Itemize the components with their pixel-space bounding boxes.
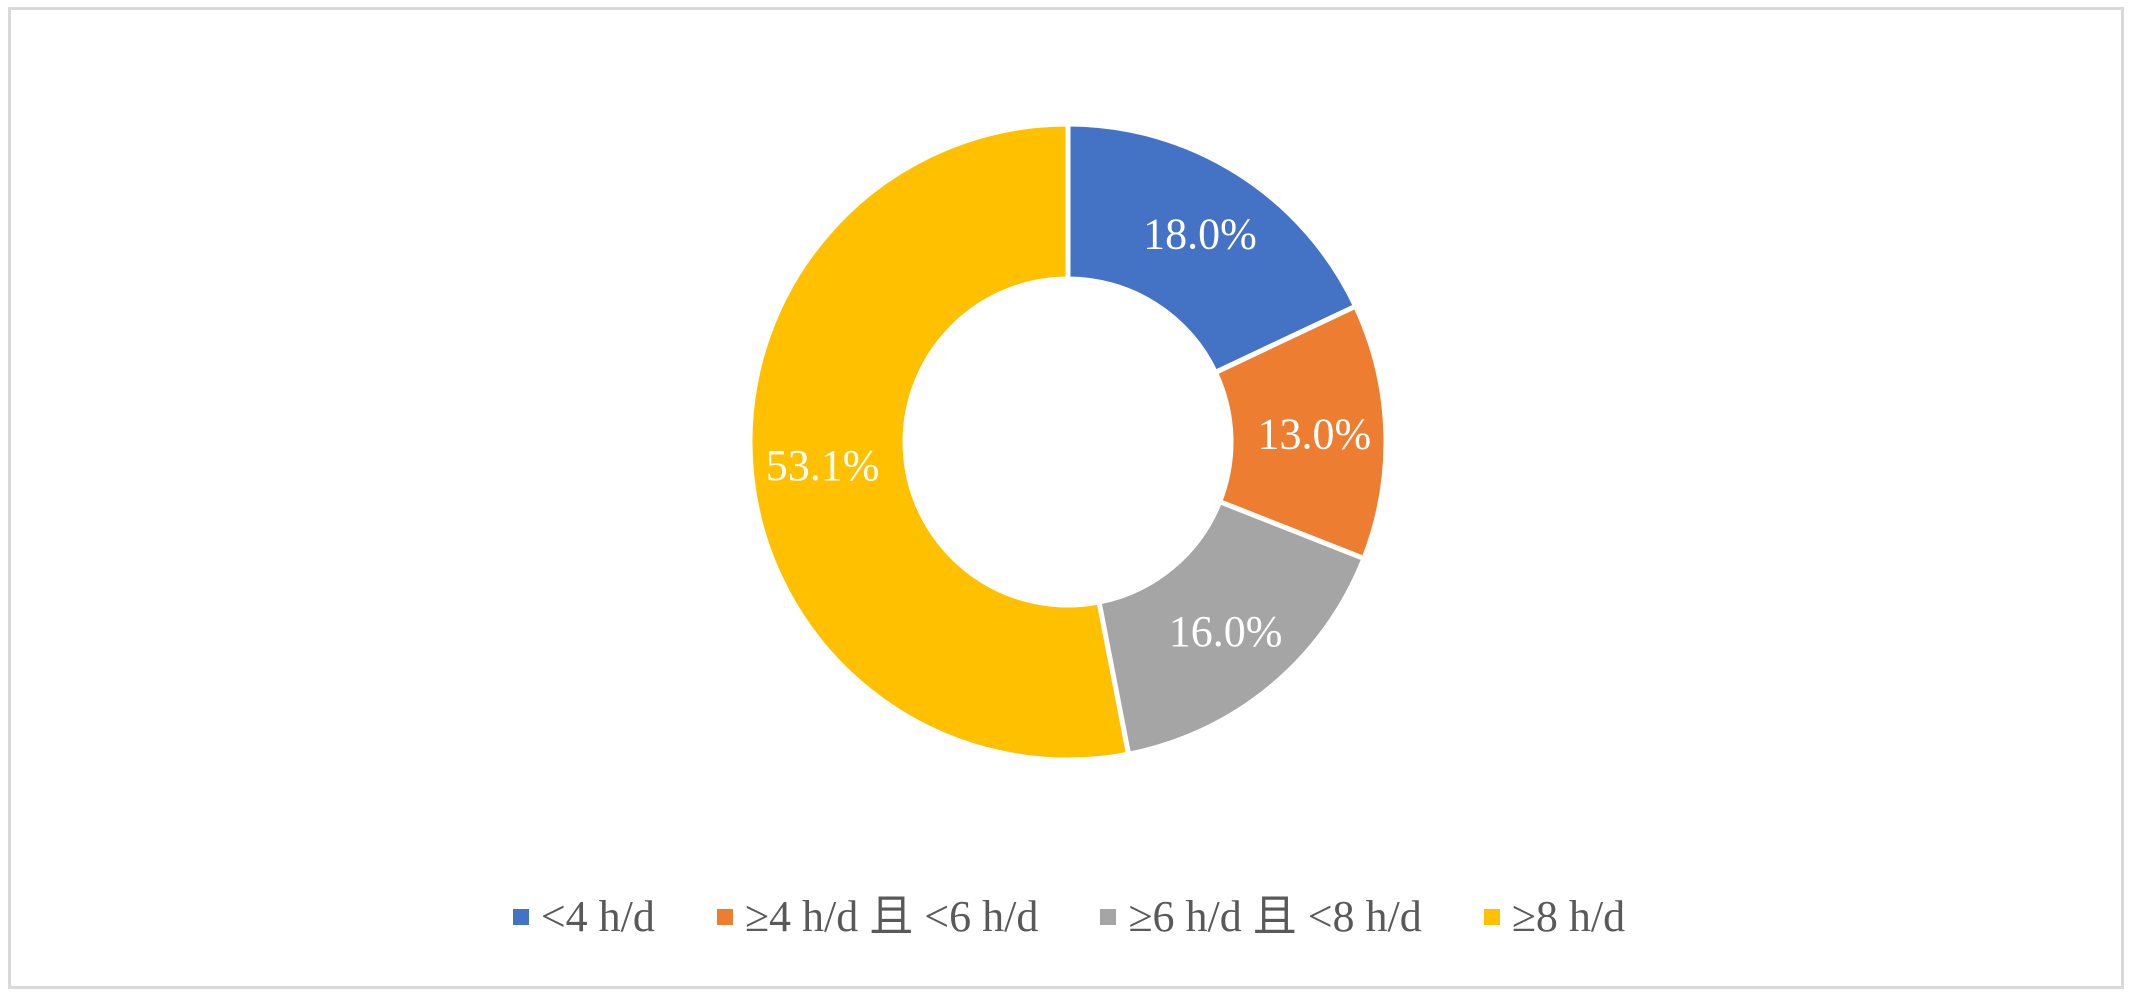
legend-item: ≥8 h/d xyxy=(1483,892,1626,941)
legend-label: ≥6 h/d 且 <8 h/d xyxy=(1128,892,1422,941)
legend-label: ≥8 h/d xyxy=(1511,892,1626,941)
legend-item: <4 h/d xyxy=(512,892,655,941)
legend-item: ≥6 h/d 且 <8 h/d xyxy=(1100,892,1422,941)
legend-swatch xyxy=(1100,909,1117,925)
legend-label: <4 h/d xyxy=(540,892,655,941)
legend-swatch xyxy=(512,909,529,925)
legend-swatch xyxy=(1483,909,1500,925)
slice-data-label: 18.0% xyxy=(1143,209,1257,258)
slice-data-label: 13.0% xyxy=(1258,409,1372,458)
donut-slice xyxy=(1065,121,1359,376)
donut-chart: 18.0% 13.0% 16.0% 53.1% xyxy=(747,121,1389,763)
slice-data-label: 16.0% xyxy=(1169,607,1283,656)
donut-slice xyxy=(1096,498,1368,758)
chart-legend: <4 h/d ≥4 h/d 且 <6 h/d ≥6 h/d 且 <8 h/d ≥8 h… xyxy=(11,895,2127,939)
legend-swatch xyxy=(716,909,733,925)
donut-slice xyxy=(747,121,1132,763)
slice-data-label: 53.1% xyxy=(766,441,880,490)
legend-item: ≥4 h/d 且 <6 h/d xyxy=(716,892,1039,941)
legend-label: ≥4 h/d 且 <6 h/d xyxy=(744,892,1039,941)
donut-slice xyxy=(1212,302,1389,562)
chart-frame: 18.0% 13.0% 16.0% 53.1% <4 h/d ≥4 h/d 且 <6 h… xyxy=(8,7,2124,989)
